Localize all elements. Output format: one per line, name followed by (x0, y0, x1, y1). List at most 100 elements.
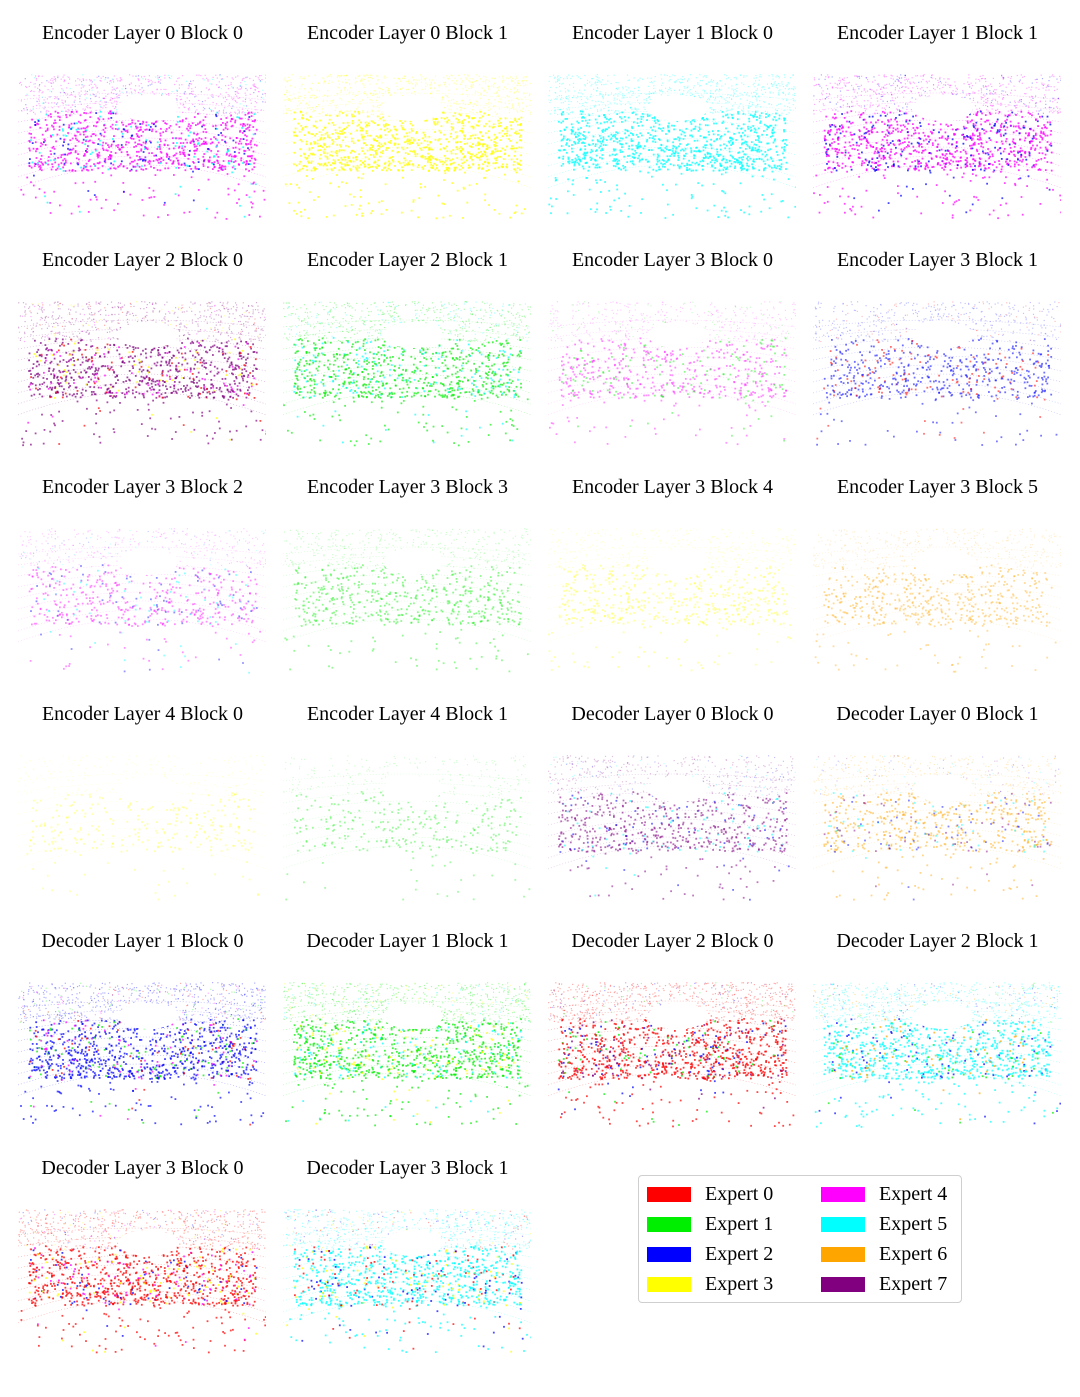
panel: Encoder Layer 1 Block 0 (548, 0, 813, 219)
legend-label: Expert 2 (705, 1242, 773, 1266)
point-cloud-plot (813, 297, 1061, 447)
scan-arcs (813, 773, 1061, 870)
panel-title: Decoder Layer 3 Block 0 (10, 1157, 275, 1180)
point-cloud-plot (283, 297, 531, 447)
panel: Decoder Layer 1 Block 1 (283, 908, 548, 1127)
panel-title: Decoder Layer 0 Block 1 (805, 703, 1070, 726)
ego-hole (648, 776, 708, 802)
point-cloud-svg (18, 755, 266, 901)
panel: Encoder Layer 2 Block 1 (283, 227, 548, 447)
panel-title: Decoder Layer 1 Block 0 (10, 930, 275, 953)
point-cloud-plot (813, 524, 1061, 674)
points (549, 301, 796, 446)
legend-swatch (821, 1247, 865, 1262)
point-cloud-svg (283, 74, 531, 220)
point-cloud-plot (548, 70, 796, 220)
point-cloud-svg (813, 74, 1061, 220)
point-cloud-plot (18, 70, 266, 220)
scan-arcs (548, 319, 796, 416)
point-cloud-plot (18, 1205, 266, 1355)
panel-title: Decoder Layer 2 Block 1 (805, 930, 1070, 953)
panel: Decoder Layer 1 Block 0 (18, 908, 283, 1126)
panel: Encoder Layer 2 Block 0 (18, 227, 283, 447)
panel-title: Decoder Layer 0 Block 0 (540, 703, 805, 726)
ego-hole (383, 95, 443, 121)
ego-hole (118, 776, 178, 802)
panel: Decoder Layer 2 Block 0 (548, 908, 813, 1128)
legend-swatch (821, 1277, 865, 1292)
point-cloud-svg (283, 755, 531, 901)
panel-title: Encoder Layer 3 Block 1 (805, 249, 1070, 272)
points (283, 1209, 531, 1353)
ego-hole (913, 95, 973, 121)
panel: Encoder Layer 3 Block 0 (548, 227, 813, 446)
points (283, 74, 531, 220)
points (548, 755, 796, 901)
points (18, 1209, 266, 1354)
point-cloud-plot (283, 751, 531, 901)
ego-hole (913, 322, 973, 348)
ego-hole (118, 1230, 178, 1256)
panel-title: Encoder Layer 3 Block 5 (805, 476, 1070, 499)
point-cloud-plot (283, 70, 531, 220)
panel-title: Encoder Layer 0 Block 1 (275, 22, 540, 45)
panel-title: Encoder Layer 1 Block 1 (805, 22, 1070, 45)
points (18, 982, 266, 1126)
scan-arcs (18, 319, 266, 416)
legend-label: Expert 7 (879, 1272, 947, 1296)
point-cloud-svg (18, 528, 266, 674)
ego-hole (383, 1230, 443, 1256)
legend-label: Expert 1 (705, 1212, 773, 1236)
panel-title: Encoder Layer 3 Block 3 (275, 476, 540, 499)
panel: Encoder Layer 0 Block 0 (18, 0, 283, 220)
panel-title: Encoder Layer 0 Block 0 (10, 22, 275, 45)
ego-hole (648, 549, 708, 575)
panel: Encoder Layer 0 Block 1 (283, 0, 548, 220)
scan-arcs (283, 773, 531, 870)
legend-swatch (821, 1187, 865, 1202)
ego-hole (913, 1003, 973, 1029)
scan-arcs (283, 1227, 531, 1324)
ego-hole (118, 1003, 178, 1029)
scan-arcs (18, 546, 266, 643)
scan-arcs (813, 546, 1061, 643)
scan-arcs (548, 773, 796, 870)
scan-arcs (813, 319, 1061, 416)
point-cloud-svg (813, 301, 1061, 446)
points (18, 755, 266, 901)
points (19, 528, 266, 674)
point-cloud-svg (548, 301, 796, 446)
point-cloud-svg (283, 1209, 531, 1353)
panel-title: Encoder Layer 3 Block 0 (540, 249, 805, 272)
legend-swatch (647, 1217, 691, 1232)
panel: Encoder Layer 1 Block 1 (813, 0, 1078, 220)
points (814, 301, 1061, 446)
panel-title: Decoder Layer 1 Block 1 (275, 930, 540, 953)
legend-label: Expert 5 (879, 1212, 947, 1236)
panel: Decoder Layer 0 Block 1 (813, 681, 1078, 901)
panel: Encoder Layer 4 Block 1 (283, 681, 548, 901)
point-cloud-svg (18, 982, 266, 1126)
legend-label: Expert 6 (879, 1242, 947, 1266)
point-cloud-plot (813, 70, 1061, 220)
points (18, 301, 266, 447)
point-cloud-svg (813, 528, 1061, 673)
point-cloud-plot (548, 297, 796, 447)
points (813, 755, 1061, 901)
panel: Encoder Layer 3 Block 4 (548, 454, 813, 672)
panel: Encoder Layer 3 Block 1 (813, 227, 1078, 446)
point-cloud-svg (18, 301, 266, 447)
points (283, 528, 531, 673)
scan-arcs (548, 546, 796, 643)
point-cloud-svg (283, 982, 531, 1127)
point-cloud-plot (18, 978, 266, 1128)
point-cloud-plot (283, 524, 531, 674)
panel-title: Encoder Layer 4 Block 1 (275, 703, 540, 726)
legend-swatch (647, 1187, 691, 1202)
point-cloud-plot (548, 751, 796, 901)
point-cloud-plot (18, 297, 266, 447)
point-cloud-plot (18, 751, 266, 901)
panel: Encoder Layer 3 Block 3 (283, 454, 548, 673)
ego-hole (648, 95, 708, 121)
